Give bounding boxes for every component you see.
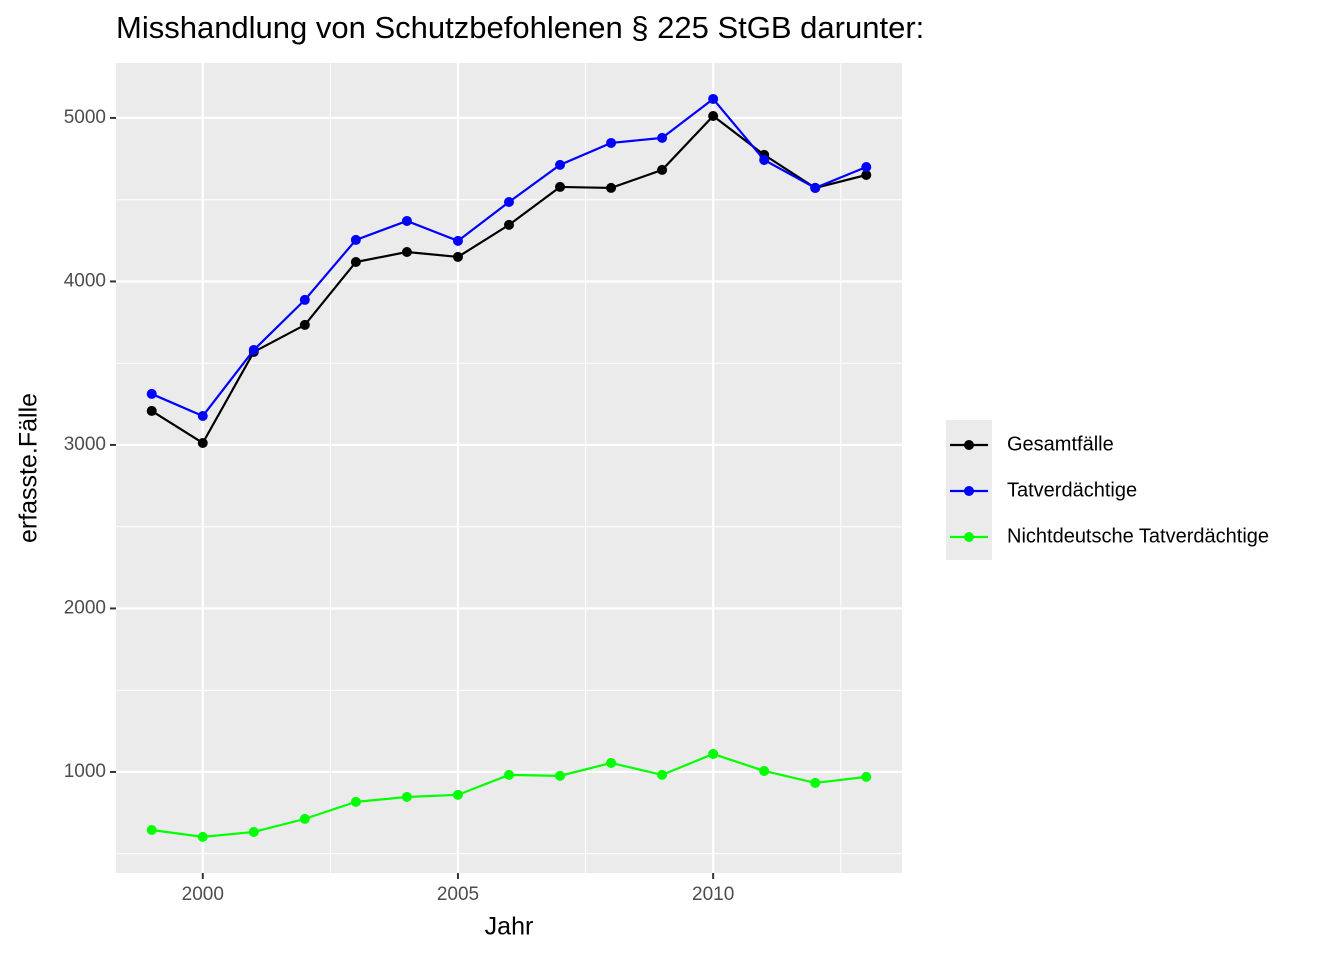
x-tick-label: 2005 [437,884,479,905]
data-point [504,769,514,780]
data-point [861,771,872,782]
data-point [197,411,208,422]
y-tick-label: 4000 [64,270,106,291]
legend-label: Nichtdeutsche Tatverdächtige [1007,525,1269,547]
data-point [759,765,770,776]
data-point [504,196,514,207]
data-point [555,181,566,192]
data-point [452,235,463,246]
y-tick-label: 1000 [64,761,106,782]
x-axis-title: Jahr [485,913,534,941]
data-point [759,154,770,165]
data-point [452,251,463,262]
data-point [299,294,310,305]
legend-marker [964,486,974,496]
y-tick-label: 2000 [64,597,106,618]
data-point [299,813,310,824]
data-point [555,770,566,781]
data-point [606,137,617,148]
data-point [299,319,310,330]
chart-title: Misshandlung von Schutzbefohlenen § 225 … [116,10,924,45]
plot-background [116,63,902,873]
data-point [350,796,361,807]
legend-label: Tatverdächtige [1007,479,1137,501]
legend-marker [964,532,974,542]
data-point [708,93,719,104]
data-point [657,164,668,175]
legend-marker [964,440,974,450]
data-point [606,182,617,193]
data-point [350,234,361,245]
data-point [810,777,821,788]
y-axis-title: erfasste.Fälle [15,393,43,543]
data-point [657,132,668,143]
data-point [146,405,157,416]
data-point [401,215,412,226]
data-point [810,182,821,193]
data-point [248,826,259,837]
data-point [861,170,872,181]
y-tick-label: 5000 [64,107,106,128]
data-point [248,344,259,355]
data-point [657,769,668,780]
y-tick-label: 3000 [64,434,106,455]
data-point [555,159,566,170]
data-point [708,748,719,759]
data-point [708,110,719,121]
data-point [504,219,514,230]
data-point [606,757,617,768]
data-point [452,789,463,800]
data-point [146,388,157,399]
data-point [401,791,412,802]
data-point [197,831,208,842]
data-point [350,256,361,267]
data-point [401,247,412,258]
x-tick-label: 2000 [182,884,224,905]
data-point [197,437,208,448]
legend-label: Gesamtfälle [1007,433,1114,455]
x-tick-label: 2010 [692,884,734,905]
data-point [861,161,872,172]
data-point [146,824,157,835]
